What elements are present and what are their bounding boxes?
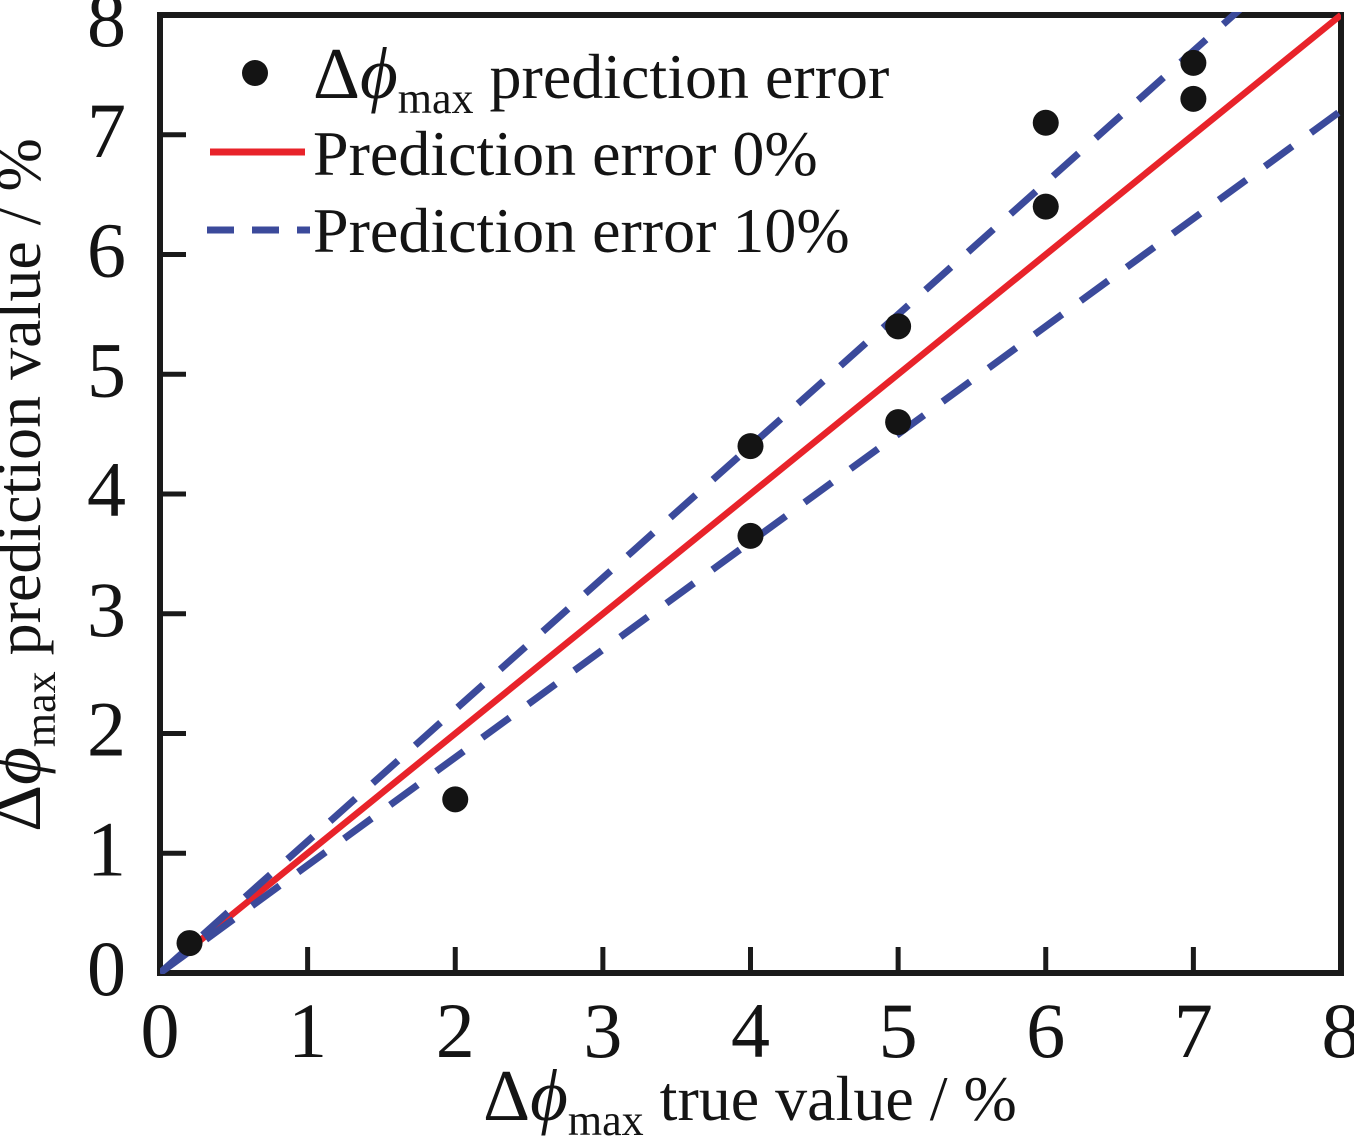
legend: Δϕmax prediction error Prediction error …	[207, 33, 889, 266]
data-point	[885, 409, 912, 436]
reference-lines	[160, 12, 1341, 974]
data-point	[442, 786, 469, 813]
x-axis-ticks	[305, 947, 1196, 970]
data-point	[737, 522, 764, 549]
y-tick-label: 8	[87, 0, 126, 63]
legend-label-scatter: Δϕmax prediction error	[313, 33, 889, 123]
x-tick-label: 0	[141, 987, 180, 1074]
prediction-error-10pct-line	[160, 12, 1243, 974]
prediction-error-0pct-line	[160, 12, 1341, 974]
y-tick-label: 3	[87, 566, 126, 653]
x-tick-label: 7	[1174, 987, 1213, 1074]
y-tick-label: 7	[87, 87, 126, 174]
x-tick-label: 2	[436, 987, 475, 1074]
legend-label-solid: Prediction error 0%	[313, 118, 818, 189]
y-tick-label: 1	[87, 805, 126, 892]
y-axis-ticks	[163, 132, 186, 856]
plot-area	[160, 12, 1341, 974]
x-tick-label: 1	[288, 987, 327, 1074]
plot-frame	[157, 12, 1344, 976]
y-tick-label: 6	[87, 207, 126, 294]
y-tick-label: 4	[87, 446, 126, 533]
y-axis-label: Δϕmax prediction value / %	[0, 138, 65, 832]
scatter-points	[176, 49, 1207, 957]
y-tick-label: 2	[87, 686, 126, 773]
legend-label-dashed: Prediction error 10%	[313, 195, 850, 266]
x-tick-label: 8	[1322, 987, 1354, 1074]
x-axis-tick-labels: 0 1 2 3 4 5 6 7 8	[141, 987, 1354, 1074]
x-tick-label: 5	[879, 987, 918, 1074]
x-axis-label: Δϕmax true value / %	[483, 1055, 1017, 1137]
data-point	[1180, 49, 1207, 76]
data-point	[1180, 85, 1207, 112]
data-point	[1032, 109, 1059, 136]
y-tick-label: 0	[87, 925, 126, 1012]
x-tick-label: 4	[731, 987, 770, 1074]
legend-scatter-marker	[242, 60, 268, 86]
data-point	[1032, 193, 1059, 220]
x-tick-label: 3	[583, 987, 622, 1074]
data-point	[176, 930, 203, 957]
y-axis-tick-labels: 0 1 2 3 4 5 6 7 8	[87, 0, 126, 1012]
prediction-error-10pct-line	[160, 107, 1341, 974]
data-point	[885, 313, 912, 340]
data-point	[737, 433, 764, 460]
y-tick-label: 5	[87, 326, 126, 413]
x-tick-label: 6	[1026, 987, 1065, 1074]
